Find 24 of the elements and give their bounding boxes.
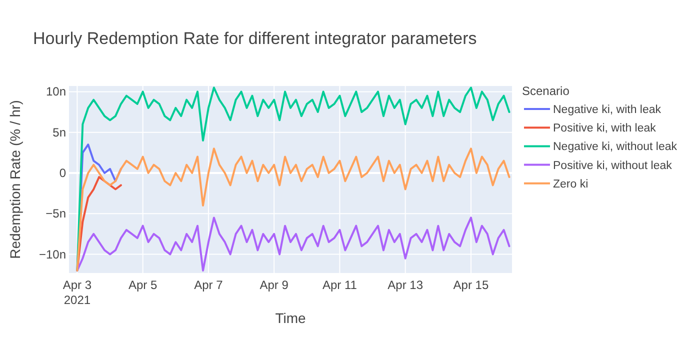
legend-label: Negative ki, with leak: [553, 104, 662, 116]
x-tick-label: Apr 7: [194, 278, 224, 292]
x-tick-label: Apr 9: [260, 278, 289, 292]
y-tick-label: −5n: [46, 206, 66, 221]
x-tick-label: Apr 15: [453, 278, 489, 292]
y-tick-label: 0: [59, 166, 66, 180]
x-axis-title: Time: [275, 310, 306, 326]
legend-label: Zero ki: [553, 178, 588, 190]
line-series: [76, 86, 510, 272]
legend-title: Scenario: [522, 84, 570, 98]
y-tick-label: 5n: [52, 125, 66, 140]
y-tick-label: −10n: [38, 247, 66, 262]
x-tick-label: Apr 13: [388, 278, 424, 292]
x-tick-label: Apr 3 2021: [62, 278, 92, 307]
x-tick-label: Apr 5: [128, 278, 158, 292]
line-series: [76, 148, 510, 272]
legend-label: Negative ki, without leak: [553, 141, 678, 154]
legend-label: Positive ki, without leak: [553, 160, 672, 172]
y-tick-label: 10n: [46, 84, 66, 99]
y-axis-title: Redemption Rate (% / hr): [7, 100, 23, 259]
line-series: [76, 216, 510, 272]
x-tick-label: Apr 11: [322, 278, 358, 292]
legend-label: Positive ki, with leak: [553, 122, 656, 135]
chart-title: Hourly Redemption Rate for different integrator parameters: [33, 29, 477, 48]
